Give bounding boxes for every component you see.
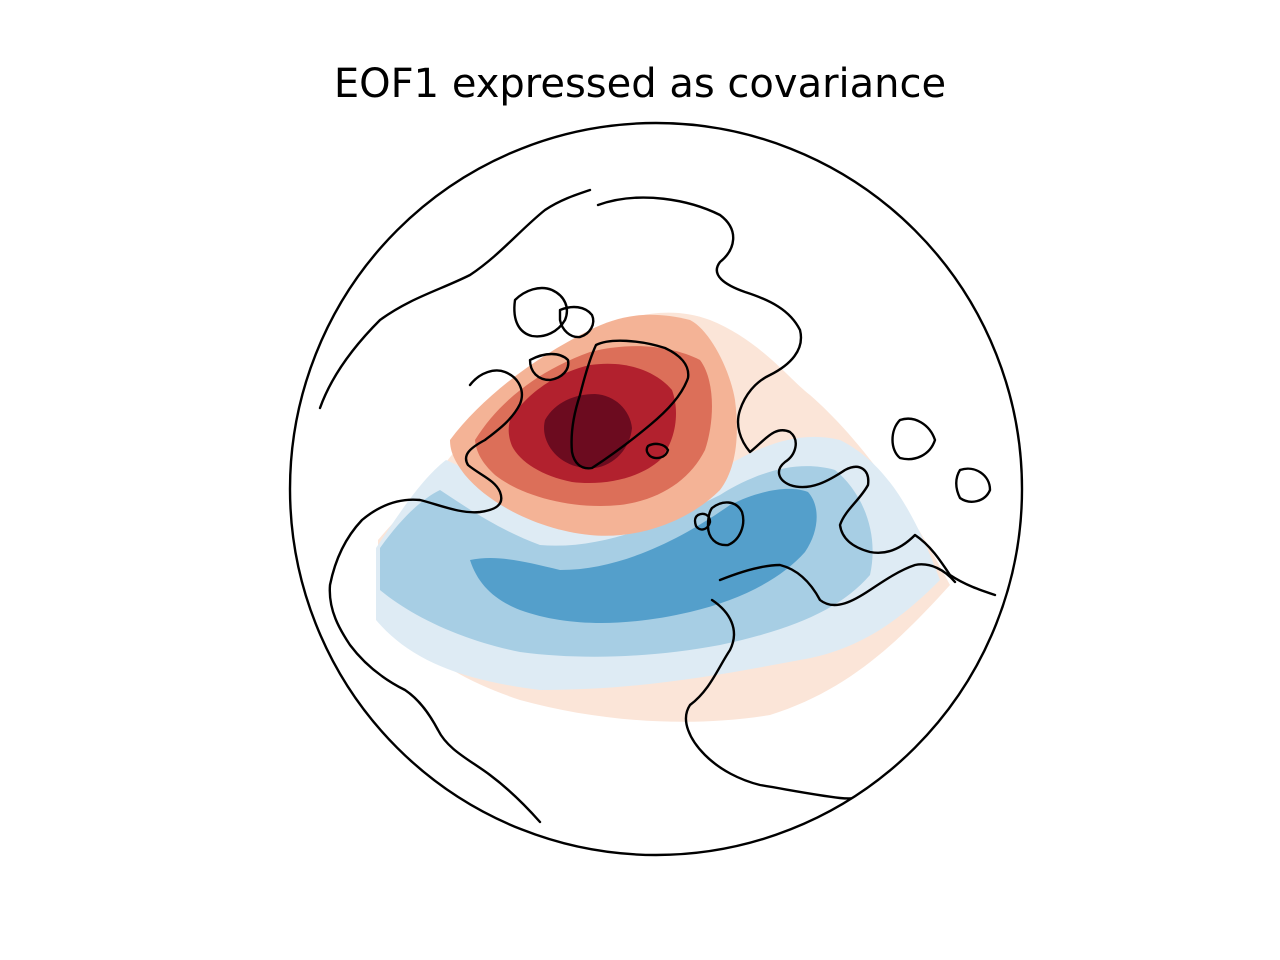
coast-east-asia — [891, 417, 992, 503]
contour-negative-2 — [470, 488, 817, 623]
coast-arctic-islands — [513, 286, 595, 382]
contour-positive-4 — [544, 394, 632, 469]
coast-iceland — [645, 442, 670, 460]
page-title: EOF1 expressed as covariance — [333, 61, 947, 107]
coast-north-america — [318, 188, 592, 824]
coast-british-isles — [693, 501, 745, 547]
coast-africa — [684, 563, 957, 800]
globe-outline-icon — [288, 121, 1024, 857]
coast-greenland — [570, 339, 690, 470]
